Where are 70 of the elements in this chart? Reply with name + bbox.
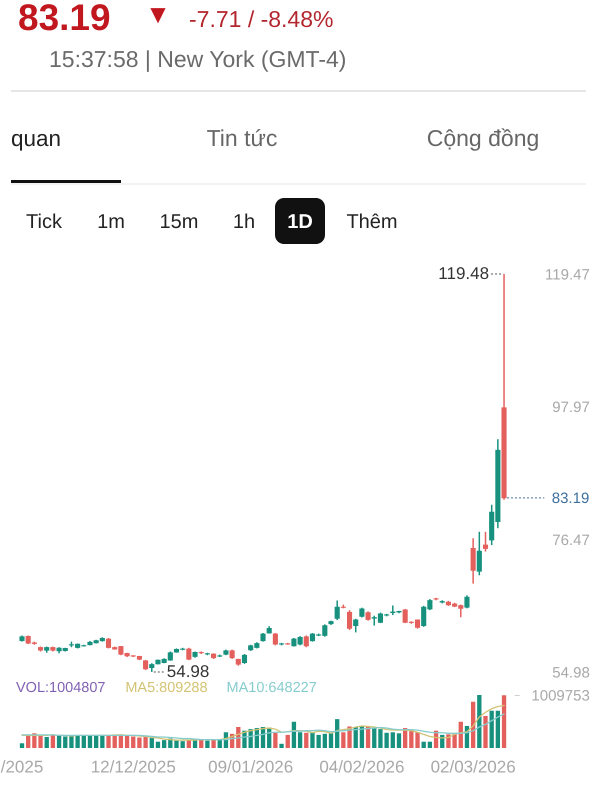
annotation: 54.98 [166, 662, 210, 681]
bar [174, 740, 179, 748]
text: Tick [26, 211, 63, 233]
x-tick-label: 02/03/2026 [430, 758, 516, 776]
y-tick-label: 97.97 [552, 399, 590, 416]
text: 83.19 [18, 0, 111, 38]
bar [205, 740, 210, 748]
text: quan [11, 126, 62, 151]
candlestick [482, 531, 488, 552]
bar [44, 736, 49, 748]
y-tick-label: 76.47 [552, 532, 590, 549]
text: VOL:1004807 [16, 680, 106, 696]
bar [50, 734, 56, 748]
bar [298, 732, 302, 748]
candlestick [353, 618, 358, 634]
text: 1D [287, 211, 313, 233]
candlestick [230, 648, 235, 660]
candlestick [272, 632, 278, 646]
ref-line-label: 83.19 [552, 490, 590, 507]
candlestick [366, 610, 371, 622]
bar [63, 736, 68, 748]
bar [131, 736, 136, 748]
bar [150, 738, 154, 748]
bar [88, 736, 92, 748]
bar [286, 734, 290, 748]
bar [328, 733, 334, 748]
bar [137, 738, 142, 748]
text: -7.71 / -8.48% [189, 6, 334, 32]
x-tick-label: /2025 [0, 758, 44, 776]
candlestick [304, 634, 309, 648]
candlestick [359, 606, 364, 618]
bar [38, 736, 43, 748]
text: MA5:809288 [125, 680, 208, 696]
text: 1m [97, 211, 125, 233]
bar [180, 741, 185, 748]
y-tick-label: 119.47 [545, 266, 590, 284]
candlestick [186, 647, 192, 661]
text: 15:37:58 | New York (GMT-4) [49, 46, 346, 72]
candlestick [242, 653, 248, 665]
text: 15m [160, 211, 198, 233]
text: ▼ [145, 0, 171, 29]
bar [396, 733, 402, 748]
candlestick [476, 531, 482, 576]
text: Thêm [346, 211, 398, 233]
y-tick-label: 1009753 [531, 688, 590, 704]
text: Cộng đồng [426, 125, 540, 151]
y-tick-label: 54.98 [552, 664, 590, 682]
bar [273, 732, 278, 748]
x-tick-label: 12/12/2025 [90, 758, 176, 776]
x-tick-label: 09/01/2026 [208, 758, 294, 776]
candlestick [346, 609, 352, 631]
bar [470, 702, 476, 748]
bar [304, 732, 308, 748]
candlestick [470, 538, 476, 584]
text: Tin tức [206, 125, 278, 151]
bar [477, 695, 482, 748]
bar [341, 732, 346, 748]
bar [372, 727, 376, 748]
bar [156, 742, 160, 748]
bar [378, 729, 383, 748]
candlestick [143, 659, 148, 671]
bar [335, 719, 340, 748]
text: MA10:648227 [226, 680, 317, 696]
x-tick-label: 04/02/2026 [319, 758, 404, 776]
bar [440, 734, 444, 748]
bar [124, 736, 130, 748]
annotation: 119.48 [438, 264, 490, 283]
text: 1h [232, 211, 256, 233]
candlestick [464, 594, 470, 610]
candlestick [334, 600, 340, 621]
